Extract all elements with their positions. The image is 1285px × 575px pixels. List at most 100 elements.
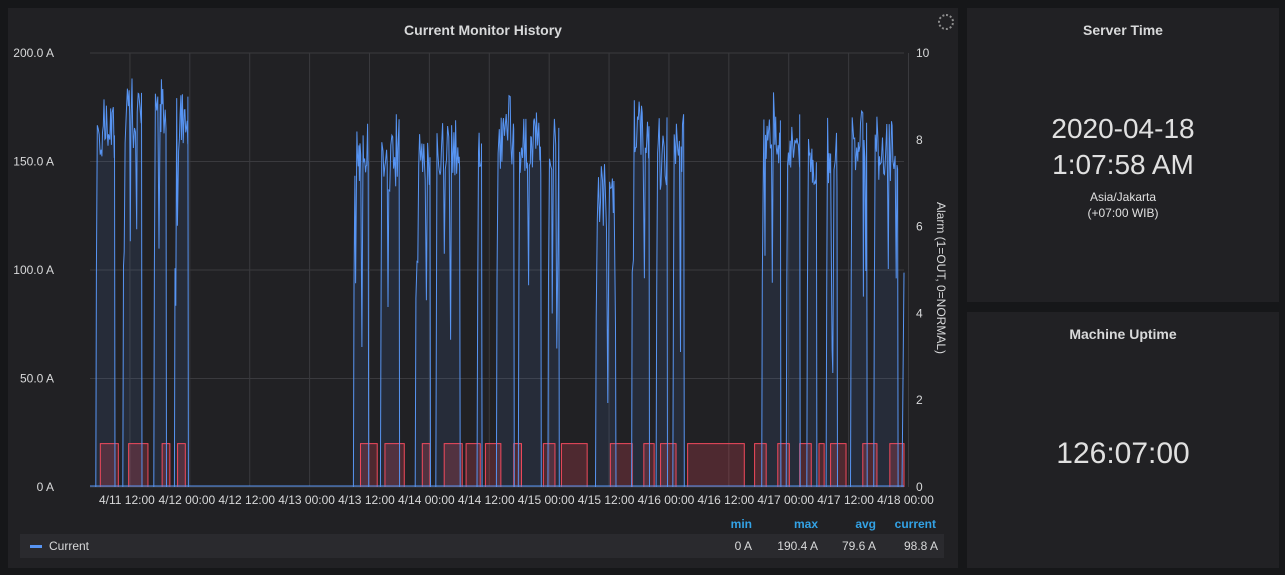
alarm-line <box>560 443 588 487</box>
current-last-point <box>901 272 905 488</box>
alarm-line <box>660 443 677 487</box>
x-tick-label: 4/11 12:00 <box>99 493 155 507</box>
current-fill-segment <box>786 114 801 488</box>
machine-uptime-panel: Machine Uptime 126:07:00 <box>967 312 1279 568</box>
current-line-segment <box>153 79 167 488</box>
uptime-title[interactable]: Machine Uptime <box>1069 326 1177 342</box>
current-line-segment <box>414 134 431 488</box>
current-line-segment <box>672 114 685 488</box>
x-tick-label: 4/15 00:00 <box>518 493 575 507</box>
current-chart[interactable]: 0 A 50.0 A 100.0 A 150.0 A 200.0 A 0 2 4 6 8 10 4… <box>8 8 958 508</box>
y-left-tick-label: 50.0 A <box>20 372 54 386</box>
current-series <box>90 78 905 488</box>
loading-spinner-icon <box>938 14 954 30</box>
legend-header-avg[interactable]: avg <box>855 517 876 531</box>
y-axis-right-label: Alarm (1=OUT, 0=NORMAL) <box>934 202 948 354</box>
server-timezone: Asia/Jakarta <box>1089 190 1157 204</box>
current-fill-segment <box>806 139 817 487</box>
current-line-segment <box>95 99 116 488</box>
alarm-line <box>384 443 405 487</box>
alarm-fill <box>177 443 186 487</box>
current-fill-segment <box>435 120 461 487</box>
alarm-fill <box>444 443 463 487</box>
current-fill-segment <box>761 92 781 488</box>
alarm-line <box>754 443 767 487</box>
graph-panel-title[interactable]: Current Monitor History <box>404 22 562 38</box>
alarm-fill <box>660 443 677 487</box>
alarm-fill <box>561 443 588 487</box>
current-fill-segment <box>656 117 668 488</box>
current-fill-segment <box>595 164 616 487</box>
alarm-fill <box>466 443 481 487</box>
server-date: 2020-04-18 <box>1051 113 1195 144</box>
server-timezone-offset: (+07:00 WIB) <box>1087 206 1159 220</box>
alarm-line <box>465 443 481 487</box>
alarm-fill <box>777 443 790 487</box>
x-tick-label: 4/14 00:00 <box>398 493 455 507</box>
alarm-fill <box>485 443 501 487</box>
alarm-line <box>889 443 905 487</box>
server-time-panel: Server Time 2020-04-18 1:07:58 AM Asia/J… <box>967 8 1279 302</box>
current-line-segment <box>122 78 143 488</box>
legend-min-value: 0 A <box>734 539 752 553</box>
alarm-fill <box>754 443 767 487</box>
current-fill-segment <box>496 95 515 487</box>
current-line-segment <box>352 123 370 488</box>
y-left-tick-label: 0 A <box>37 480 54 494</box>
current-line-segment <box>435 120 461 488</box>
alarm-fill <box>889 443 904 487</box>
alarm-line <box>830 443 847 487</box>
x-tick-label: 4/14 12:00 <box>458 493 515 507</box>
current-fill-segment <box>353 123 369 487</box>
legend-series-name[interactable]: Current <box>49 539 90 553</box>
alarm-fill <box>384 443 405 487</box>
x-tick-label: 4/17 12:00 <box>817 493 874 507</box>
current-line-segment <box>517 112 542 488</box>
current-line-segment <box>761 92 782 488</box>
x-tick-label: 4/18 00:00 <box>877 493 934 507</box>
y-axis-left: 0 A 50.0 A 100.0 A 150.0 A 200.0 A <box>13 46 54 494</box>
legend-swatch-icon[interactable] <box>30 545 42 548</box>
x-tick-label: 4/12 00:00 <box>158 493 215 507</box>
alarm-line <box>542 443 556 487</box>
legend-row-current[interactable]: Current 0 A 190.4 A 79.6 A 98.8 A <box>20 534 944 558</box>
legend-header-current[interactable]: current <box>894 517 936 531</box>
server-clock: 1:07:58 AM <box>1052 149 1194 180</box>
x-axis: 4/11 12:00 4/12 00:00 4/12 12:00 4/13 00:00… <box>99 493 934 507</box>
alarm-fill <box>799 443 812 487</box>
legend-header-max[interactable]: max <box>793 517 818 531</box>
alarm-line <box>687 443 745 487</box>
alarm-line <box>484 443 502 487</box>
alarm-fill <box>100 443 119 487</box>
alarm-fill <box>128 443 148 487</box>
current-line-segment <box>476 132 483 488</box>
x-tick-label: 4/13 00:00 <box>278 493 335 507</box>
current-line-segment <box>655 117 668 488</box>
current-fill-segment <box>174 94 189 487</box>
legend-current-value: 98.8 A <box>903 539 938 553</box>
current-fill-segment <box>95 99 115 488</box>
y-right-tick-label: 10 <box>916 46 930 60</box>
current-line-segment <box>379 114 401 488</box>
alarm-fill <box>862 443 877 487</box>
alarm-fill <box>543 443 555 487</box>
current-fill-segment <box>873 116 899 487</box>
y-left-tick-label: 150.0 A <box>13 155 54 169</box>
alarm-line <box>99 443 119 487</box>
alarm-fill <box>610 443 633 487</box>
current-fill-segment <box>547 118 560 488</box>
server-time-title[interactable]: Server Time <box>1083 22 1163 38</box>
alarm-line <box>513 443 522 487</box>
y-right-tick-label: 2 <box>916 393 923 407</box>
x-tick-label: 4/16 00:00 <box>638 493 695 507</box>
legend-header-min[interactable]: min <box>730 517 752 531</box>
x-tick-label: 4/15 12:00 <box>578 493 635 507</box>
alarm-line <box>177 443 186 487</box>
legend-avg-value: 79.6 A <box>841 539 876 553</box>
current-line-segment <box>806 138 818 488</box>
alarm-line <box>609 443 633 487</box>
alarm-fill <box>830 443 847 487</box>
current-monitor-history-panel: Current Monitor History 0 A 50.0 A 100.0 A… <box>8 8 958 568</box>
y-right-tick-label: 8 <box>916 133 923 147</box>
current-line-segment <box>873 116 899 488</box>
